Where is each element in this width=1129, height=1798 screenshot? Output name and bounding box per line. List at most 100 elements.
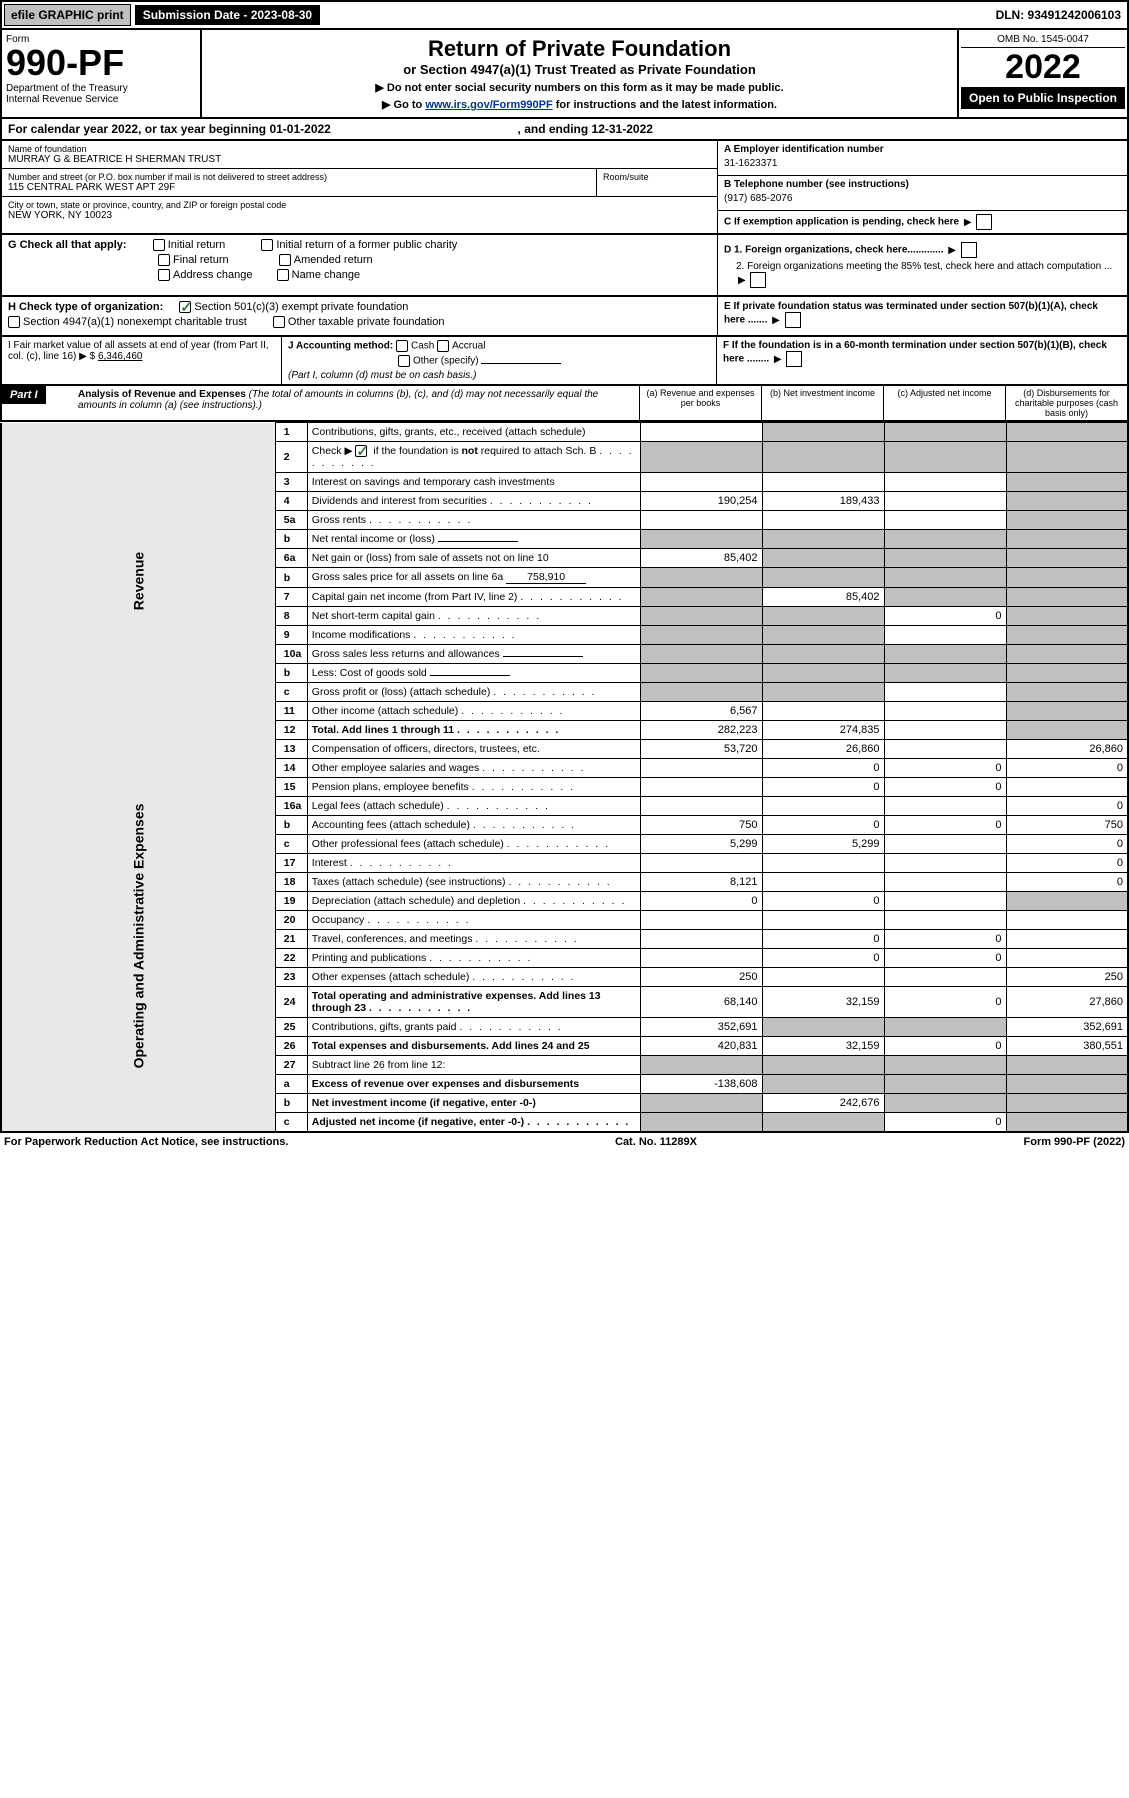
e-checkbox[interactable] <box>785 312 801 328</box>
j-other-input[interactable] <box>481 363 561 364</box>
amount-col-d <box>1006 1056 1128 1075</box>
amount-col-d: 0 <box>1006 873 1128 892</box>
line-label: Dividends and interest from securities <box>307 492 640 511</box>
line-label: Contributions, gifts, grants, etc., rece… <box>307 423 640 442</box>
line-label: Excess of revenue over expenses and disb… <box>307 1075 640 1094</box>
amount-col-d <box>1006 530 1128 549</box>
line-number: 27 <box>275 1056 307 1075</box>
amount-col-a <box>640 607 762 626</box>
j-accrual-checkbox[interactable] <box>437 340 449 352</box>
amount-col-c: 0 <box>884 1113 1006 1133</box>
line-label: Other income (attach schedule) <box>307 702 640 721</box>
line-label: Other professional fees (attach schedule… <box>307 835 640 854</box>
amount-col-d <box>1006 683 1128 702</box>
line-label: Occupancy <box>307 911 640 930</box>
line-number: 3 <box>275 473 307 492</box>
j-cell: J Accounting method: Cash Accrual Other … <box>282 337 717 384</box>
amount-col-b <box>762 530 884 549</box>
amount-col-d: 0 <box>1006 835 1128 854</box>
efile-print-button[interactable]: efile GRAPHIC print <box>4 4 131 26</box>
line-label: Net investment income (if negative, ente… <box>307 1094 640 1113</box>
calyear-mid: , and ending <box>518 122 592 136</box>
amount-col-b <box>762 683 884 702</box>
line-number: c <box>275 683 307 702</box>
line-label: Total expenses and disbursements. Add li… <box>307 1037 640 1056</box>
j-cash-checkbox[interactable] <box>396 340 408 352</box>
g-final-checkbox[interactable] <box>158 254 170 266</box>
header-center: Return of Private Foundation or Section … <box>202 30 957 117</box>
amount-col-b: 274,835 <box>762 721 884 740</box>
g-amended-checkbox[interactable] <box>279 254 291 266</box>
g-initial-return-checkbox[interactable] <box>153 239 165 251</box>
line-number: b <box>275 530 307 549</box>
h-lead: H Check type of organization: <box>8 301 163 313</box>
d1-checkbox[interactable] <box>961 242 977 258</box>
h-501c3-checkbox[interactable] <box>179 301 191 313</box>
amount-col-c <box>884 721 1006 740</box>
name-label: Name of foundation <box>8 144 711 154</box>
amount-col-b <box>762 645 884 664</box>
g-o1: Initial return <box>168 239 225 251</box>
line-number: 20 <box>275 911 307 930</box>
col-a-header: (a) Revenue and expenses per books <box>639 386 761 420</box>
amount-col-c <box>884 1094 1006 1113</box>
amount-col-d <box>1006 911 1128 930</box>
line-number: 10a <box>275 645 307 664</box>
amount-col-b <box>762 968 884 987</box>
line-label: Net gain or (loss) from sale of assets n… <box>307 549 640 568</box>
amount-col-b <box>762 511 884 530</box>
amount-col-c <box>884 683 1006 702</box>
amount-col-d: 27,860 <box>1006 987 1128 1018</box>
line-label: Depreciation (attach schedule) and deple… <box>307 892 640 911</box>
amount-col-b: 0 <box>762 816 884 835</box>
line-label: Taxes (attach schedule) (see instruction… <box>307 873 640 892</box>
form-number: 990-PF <box>6 45 196 81</box>
line-label: Interest on savings and temporary cash i… <box>307 473 640 492</box>
year-end: 12-31-2022 <box>592 122 653 136</box>
amount-col-d <box>1006 607 1128 626</box>
h-section: H Check type of organization: Section 50… <box>2 297 717 335</box>
amount-col-b: 242,676 <box>762 1094 884 1113</box>
d2-label: 2. Foreign organizations meeting the 85%… <box>736 261 1112 272</box>
footer-mid: Cat. No. 11289X <box>615 1136 697 1148</box>
line-label: Pension plans, employee benefits <box>307 778 640 797</box>
amount-col-d <box>1006 949 1128 968</box>
g-initial-former-checkbox[interactable] <box>261 239 273 251</box>
schb-checkbox[interactable] <box>355 445 367 457</box>
amount-col-a <box>640 930 762 949</box>
h-4947-checkbox[interactable] <box>8 316 20 328</box>
line-label: Gross rents <box>307 511 640 530</box>
j-lead: J Accounting method: <box>288 341 393 352</box>
g-name-checkbox[interactable] <box>277 269 289 281</box>
irs-link[interactable]: www.irs.gov/Form990PF <box>425 99 552 111</box>
line-label: Check ▶ if the foundation is not require… <box>307 442 640 473</box>
line-number: 1 <box>275 423 307 442</box>
amount-col-a <box>640 511 762 530</box>
line-label: Gross sales price for all assets on line… <box>307 568 640 588</box>
f-checkbox[interactable] <box>786 351 802 367</box>
submission-date: Submission Date - 2023-08-30 <box>135 5 320 25</box>
line-number: 22 <box>275 949 307 968</box>
j-other-checkbox[interactable] <box>398 355 410 367</box>
c-checkbox[interactable] <box>976 214 992 230</box>
d-section: D 1. Foreign organizations, check here..… <box>717 235 1127 295</box>
line-label: Gross profit or (loss) (attach schedule) <box>307 683 640 702</box>
amount-col-b: 0 <box>762 892 884 911</box>
amount-col-c <box>884 588 1006 607</box>
amount-col-a <box>640 588 762 607</box>
header-left: Form 990-PF Department of the Treasury I… <box>2 30 202 117</box>
amount-col-c <box>884 873 1006 892</box>
amount-col-c <box>884 442 1006 473</box>
h-other-taxable-checkbox[interactable] <box>273 316 285 328</box>
d2-checkbox[interactable] <box>750 272 766 288</box>
dept-treasury: Department of the Treasury Internal Reve… <box>6 83 196 105</box>
phone-value: (917) 685-2076 <box>724 190 1121 207</box>
arrow-icon: ▶ <box>964 217 972 228</box>
g-address-checkbox[interactable] <box>158 269 170 281</box>
line-number: 8 <box>275 607 307 626</box>
amount-col-a <box>640 1113 762 1133</box>
dln-number: DLN: 93491242006103 <box>996 8 1125 22</box>
amount-col-d <box>1006 626 1128 645</box>
amount-col-c <box>884 968 1006 987</box>
phone-label: B Telephone number (see instructions) <box>724 179 1121 190</box>
